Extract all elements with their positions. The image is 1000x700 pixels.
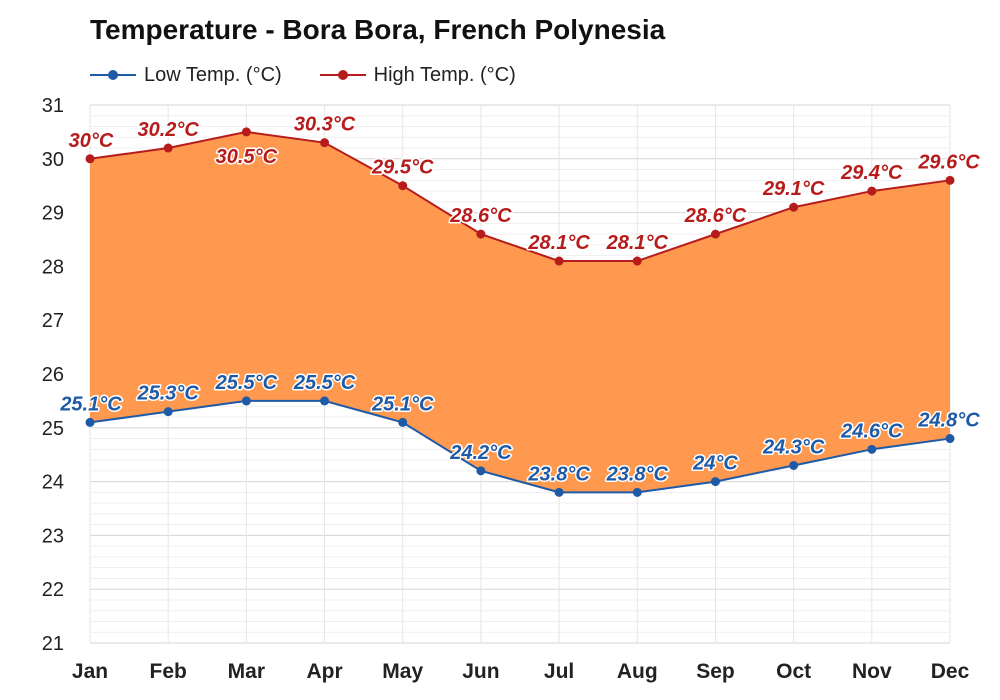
low-temp-label-aug: 23.8°C xyxy=(606,463,669,485)
low-temp-label-jul: 23.8°C xyxy=(527,463,590,485)
high-temp-label-sep: 28.6°C xyxy=(684,205,747,227)
y-tick-label: 21 xyxy=(42,633,64,655)
low-temp-point-jan[interactable] xyxy=(85,417,95,427)
y-tick-label: 26 xyxy=(42,364,64,386)
low-temp-label-dec: 24.8°C xyxy=(917,410,980,432)
high-temp-label-mar: 30.5°C xyxy=(216,146,278,168)
y-tick-label: 22 xyxy=(42,579,64,601)
low-temp-point-jun[interactable] xyxy=(476,466,486,476)
legend-swatch-low xyxy=(90,65,136,85)
high-temp-point-oct[interactable] xyxy=(789,202,799,212)
high-temp-label-oct: 29.1°C xyxy=(762,178,825,200)
low-temp-label-feb: 25.3°C xyxy=(136,383,199,405)
y-tick-label: 27 xyxy=(42,310,64,332)
low-temp-point-oct[interactable] xyxy=(789,460,799,470)
low-temp-line xyxy=(89,399,951,494)
high-temp-line xyxy=(89,130,951,263)
high-temp-point-mar[interactable] xyxy=(241,127,251,137)
high-temp-point-may[interactable] xyxy=(398,181,408,191)
x-tick-label-dec: Dec xyxy=(931,660,970,683)
low-temp-label-may: 25.1°C xyxy=(371,393,434,415)
x-tick-label-oct: Oct xyxy=(776,660,811,683)
chart-title: Temperature - Bora Bora, French Polynesi… xyxy=(90,14,666,45)
x-tick-label-apr: Apr xyxy=(306,660,342,683)
low-temp-label-oct: 24.3°C xyxy=(762,436,825,458)
high-temp-point-aug[interactable] xyxy=(632,256,642,266)
high-temp-label-apr: 30.3°C xyxy=(294,114,356,136)
low-temp-label-jun: 24.2°C xyxy=(449,442,512,464)
y-tick-label: 31 xyxy=(42,95,64,117)
high-temp-point-dec[interactable] xyxy=(945,175,955,185)
y-tick-label: 23 xyxy=(42,525,64,547)
high-temp-point-feb[interactable] xyxy=(163,143,173,153)
high-temp-label-dec: 29.6°C xyxy=(917,151,980,173)
high-temp-label-may: 29.5°C xyxy=(371,157,434,179)
y-tick-label: 24 xyxy=(42,472,64,494)
low-temp-point-jul[interactable] xyxy=(554,487,564,497)
y-tick-label: 29 xyxy=(42,203,64,225)
y-tick-label: 25 xyxy=(42,418,64,440)
legend-label-low: Low Temp. (°C) xyxy=(144,63,282,86)
x-tick-label-sep: Sep xyxy=(696,660,735,683)
high-temp-label-jun: 28.6°C xyxy=(449,205,512,227)
x-tick-label-aug: Aug xyxy=(617,660,658,683)
y-tick-label: 28 xyxy=(42,256,64,278)
high-temp-label-jan: 30°C xyxy=(69,130,114,152)
low-temp-point-feb[interactable] xyxy=(163,407,173,417)
legend-swatch-high xyxy=(319,65,366,85)
x-tick-label-jan: Jan xyxy=(72,660,108,683)
low-temp-label-sep: 24°C xyxy=(692,453,738,475)
low-temp-point-apr[interactable] xyxy=(320,396,330,406)
low-temp-label-mar: 25.5°C xyxy=(215,372,278,394)
high-temp-label-nov: 29.4°C xyxy=(840,162,903,184)
x-tick-label-may: May xyxy=(382,660,423,683)
high-temp-point-sep[interactable] xyxy=(710,229,720,239)
high-temp-point-nov[interactable] xyxy=(867,186,877,196)
x-tick-label-feb: Feb xyxy=(150,660,187,683)
low-temp-point-nov[interactable] xyxy=(867,444,877,454)
low-temp-label-apr: 25.5°C xyxy=(293,372,356,394)
high-temp-label-aug: 28.1°C xyxy=(606,232,669,254)
low-temp-label-nov: 24.6°C xyxy=(840,420,903,442)
low-temp-point-sep[interactable] xyxy=(710,477,720,487)
legend-item-low[interactable]: Low Temp. (°C) xyxy=(90,64,282,87)
temperature-range-area xyxy=(90,131,950,493)
high-temp-label-feb: 30.2°C xyxy=(137,119,199,141)
x-tick-label-jun: Jun xyxy=(462,660,499,683)
low-temp-point-dec[interactable] xyxy=(945,434,955,444)
low-temp-point-aug[interactable] xyxy=(632,487,642,497)
high-temp-point-jan[interactable] xyxy=(85,154,95,164)
x-tick-label-mar: Mar xyxy=(228,660,265,683)
high-temp-label-jul: 28.1°C xyxy=(527,232,590,254)
legend-item-high[interactable]: High Temp. (°C) xyxy=(319,63,516,87)
y-tick-label: 30 xyxy=(42,149,64,171)
high-temp-point-jun[interactable] xyxy=(476,229,486,239)
high-temp-point-jul[interactable] xyxy=(554,256,564,266)
x-tick-label-jul: Jul xyxy=(544,660,574,683)
high-temp-point-apr[interactable] xyxy=(320,138,330,148)
x-tick-label-nov: Nov xyxy=(852,660,892,683)
legend: Low Temp. (°C) High Temp. (°C) xyxy=(90,62,516,88)
low-temp-label-jan: 25.1°C xyxy=(59,393,122,415)
legend-label-high: High Temp. (°C) xyxy=(373,63,516,86)
low-temp-point-mar[interactable] xyxy=(241,396,251,406)
low-temp-point-may[interactable] xyxy=(398,417,408,427)
